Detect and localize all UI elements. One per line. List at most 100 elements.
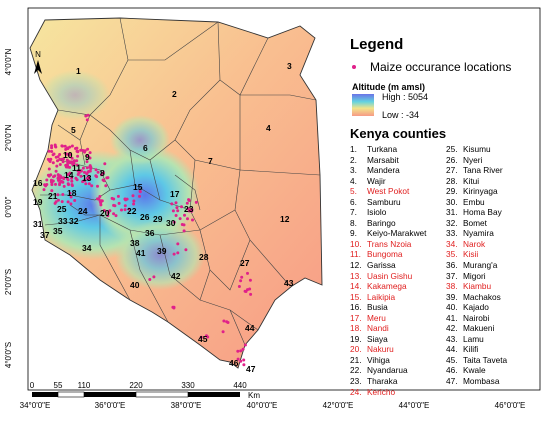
county-number: 9 [85, 152, 90, 162]
occurrence-dot [123, 204, 127, 208]
county-list-item: 8. Baringo [350, 218, 426, 229]
county-number: 1 [76, 66, 81, 76]
county-list-item: 12. Garissa [350, 260, 426, 271]
county-number: 20 [100, 208, 110, 218]
occurrence-dot [191, 218, 194, 222]
county-list-name: Turkana [367, 144, 398, 154]
county-number: 12 [280, 214, 290, 224]
county-number: 36 [145, 228, 155, 238]
county-number: 32 [69, 216, 79, 226]
county-list-number: 24. [350, 386, 362, 397]
county-list-name: Machakos [463, 291, 501, 302]
occurrence-dot [61, 160, 65, 164]
occurrence-dot [138, 190, 142, 194]
occurrence-dots [42, 113, 253, 367]
occurrence-dot [54, 182, 57, 186]
county-list-name: Baringo [367, 217, 396, 228]
county-list-name: Mandera [367, 165, 400, 176]
county-list-name: Kiambu [463, 281, 492, 292]
county-list-name: Vihiga [367, 354, 390, 365]
occurrence-dot [102, 179, 106, 183]
county-list-number: 16. [350, 302, 362, 313]
occurrence-dot [43, 183, 47, 187]
scale-bar: 0 55 110 220 330 440 Km [30, 381, 261, 400]
occurrence-dot [172, 252, 176, 256]
occurrence-dot [112, 203, 116, 207]
occurrence-dot [70, 156, 74, 160]
county-list-name: Busia [367, 302, 388, 313]
county-number: 45 [198, 334, 208, 344]
occurrence-dot [90, 184, 94, 188]
lon-label-4: 40°0'0"E [247, 401, 278, 410]
county-list-number: 4. [350, 175, 357, 186]
occurrence-dot [66, 200, 70, 204]
county-list-item: 29. Kirinyaga [446, 186, 507, 197]
altitude-high-label: High : 5054 [382, 92, 429, 102]
county-list-item: 20. Nakuru [350, 344, 426, 355]
county-number: 37 [40, 230, 50, 240]
occurrence-dot [243, 343, 247, 347]
county-number: 3 [287, 61, 292, 71]
occurrence-dot [152, 275, 156, 279]
county-list-name: Nyamira [463, 228, 494, 239]
county-list-number: 27. [446, 165, 458, 176]
county-list-item: 27. Tana River [446, 165, 507, 176]
latitude-labels: 4°0'0"N 2°0'0"N 0°0'0" 2°0'0"S 4°0'0"S [4, 48, 13, 368]
county-number: 15 [133, 182, 143, 192]
occurrence-dot [72, 159, 76, 163]
county-list-number: 42. [446, 323, 458, 334]
county-boundaries [40, 17, 321, 346]
county-list-item: 28. Kitui [446, 176, 507, 187]
county-number: 21 [48, 191, 58, 201]
county-number: 33 [58, 216, 68, 226]
county-list-number: 2. [350, 154, 357, 165]
occurrence-dot [171, 305, 175, 309]
lon-label-7: 46°0'0"E [495, 401, 526, 410]
county-list-number: 36. [446, 260, 458, 271]
occurrence-dot [68, 161, 72, 165]
county-list-item: 7. Isiolo [350, 207, 426, 218]
occurrence-dot [53, 143, 57, 147]
occurrence-dot [94, 168, 98, 172]
county-list-item: 16. Busia [350, 302, 426, 313]
county-list-name: Kisii [463, 249, 479, 260]
county-number: 39 [157, 246, 167, 256]
county-number: 42 [171, 271, 181, 281]
occurrence-dot [226, 321, 230, 324]
occurrence-dot [47, 149, 51, 153]
county-list-name: Nairobi [463, 312, 490, 323]
county-list-number: 11. [350, 249, 361, 260]
county-list-item: 6. Samburu [350, 197, 426, 208]
county-number: 41 [136, 248, 146, 258]
county-number: 11 [72, 163, 81, 173]
county-list-number: 28. [446, 175, 458, 186]
county-number: 29 [153, 214, 163, 224]
county-list-number: 37. [446, 270, 458, 281]
county-list-number: 18. [350, 323, 362, 334]
county-list-name: Trans Nzoia [367, 238, 412, 249]
county-number: 10 [63, 150, 73, 160]
county-number: 31 [33, 219, 43, 229]
occurrence-dot [75, 163, 79, 167]
occurrence-dot [176, 209, 180, 213]
occurrence-dot [127, 207, 131, 211]
occurrence-dot [77, 171, 81, 175]
county-list-name: Bomet [463, 217, 487, 228]
county-number: 40 [130, 280, 140, 290]
occurrence-dot [103, 162, 107, 166]
occurrence-dot [124, 198, 128, 202]
occurrence-dot [65, 158, 69, 162]
occurrence-dot [185, 201, 189, 205]
occurrence-dot [175, 206, 179, 210]
county-list-item: 38. Kiambu [446, 281, 507, 292]
occurrence-dot [45, 183, 49, 186]
county-list-item: 18. Nandi [350, 323, 426, 334]
occurrence-dot [87, 175, 91, 179]
occurrence-dot [88, 169, 92, 173]
occurrence-dot [60, 180, 64, 184]
county-list-name: Isiolo [367, 207, 387, 218]
occurrence-dot [68, 145, 72, 149]
county-number: 7 [208, 156, 213, 166]
occurrence-dot [65, 146, 69, 150]
lat-label-1: 4°0'0"N [4, 48, 13, 75]
